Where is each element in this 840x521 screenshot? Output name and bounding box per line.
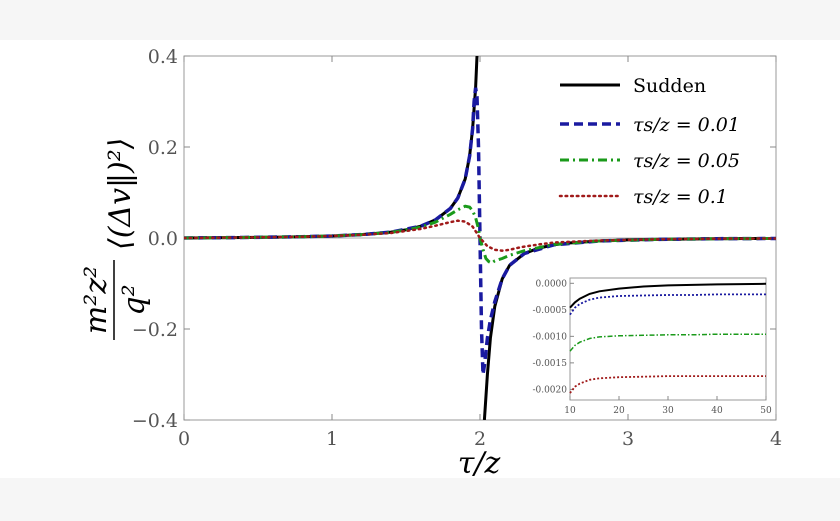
- inset-x-tick-label: 20: [613, 406, 625, 416]
- legend-label-3: τs/z = 0.1: [633, 186, 728, 208]
- y-axis-label-quantity: ⟨(Δv‖)²⟩: [103, 138, 138, 250]
- y-axis-label: m²z² q² ⟨(Δv‖)²⟩: [79, 138, 152, 340]
- y-tick-label: 0.2: [148, 137, 178, 159]
- y-axis-label-denominator: q²: [117, 284, 152, 315]
- legend-label-1: τs/z = 0.01: [633, 114, 740, 136]
- inset-x-tick-label: 10: [564, 406, 576, 416]
- top-margin: [0, 0, 840, 40]
- main-axis-ticks: 0 1 2 3 4 0.4 0.2 0.0 −0.2 −0.4: [132, 46, 782, 450]
- x-tick-label: 2: [474, 428, 486, 450]
- legend-label-2: τs/z = 0.05: [633, 150, 740, 172]
- y-tick-label: −0.2: [132, 319, 178, 341]
- inset-series-line-1: [569, 293, 766, 316]
- inset-plot-area: [569, 277, 767, 401]
- x-tick-label: 4: [770, 428, 782, 450]
- x-tick-label: 1: [326, 428, 338, 450]
- inset-y-tick-label: 0.0000: [536, 279, 568, 289]
- inset-x-tick-label: 50: [760, 406, 772, 416]
- inset-x-tick-label: 40: [711, 406, 723, 416]
- x-tick-label: 3: [622, 428, 634, 450]
- inset-series-line-0: [569, 282, 767, 309]
- bottom-margin: [0, 478, 840, 521]
- y-axis-label-numerator: m²z²: [79, 266, 114, 334]
- inset-y-tick-label: -0.0010: [532, 332, 567, 342]
- inset-x-tick-label: 30: [662, 406, 674, 416]
- inset-y-tick-label: -0.0005: [532, 306, 567, 316]
- y-tick-label: −0.4: [132, 410, 178, 432]
- x-tick-label: 0: [178, 428, 190, 450]
- inset-series-line-3: [569, 375, 766, 394]
- inset-y-tick-label: -0.0020: [532, 385, 567, 395]
- y-tick-label: 0.4: [148, 46, 178, 68]
- y-tick-label: 0.0: [148, 228, 178, 250]
- x-axis-label: τ/z: [458, 446, 501, 481]
- legend: Sudden τs/z = 0.01 τs/z = 0.05 τs/z = 0.1: [558, 75, 740, 208]
- legend-label-0: Sudden: [633, 75, 706, 97]
- main-series-group: [184, 56, 776, 420]
- inset-series-line-2: [569, 333, 766, 352]
- inset-chart: 10 20 30 40 50 0.0000 -0.0005 -0.0010 -0.0015 -0.…: [532, 277, 772, 416]
- inset-y-tick-label: -0.0015: [532, 359, 567, 369]
- series-line-3: [184, 219, 776, 252]
